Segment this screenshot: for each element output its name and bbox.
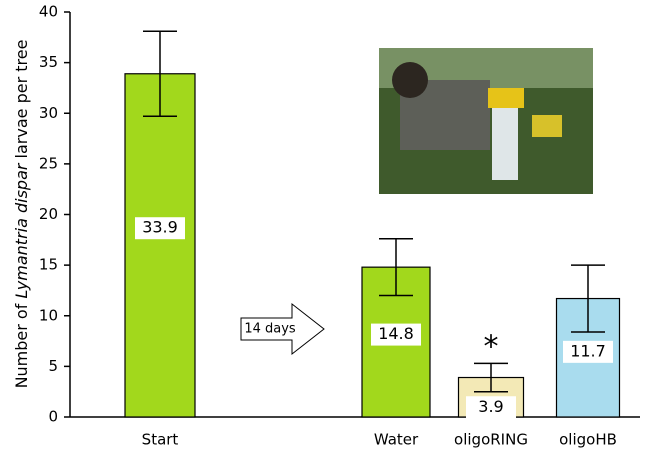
value-label: 11.7 bbox=[570, 341, 606, 360]
y-tick-label: 0 bbox=[48, 408, 58, 426]
y-tick-label: 10 bbox=[39, 306, 58, 324]
photo bbox=[379, 48, 593, 194]
bar bbox=[124, 73, 196, 418]
value-label: 14.8 bbox=[378, 324, 414, 343]
x-tick-label: oligoRING bbox=[454, 431, 528, 449]
value-label: 3.9 bbox=[478, 397, 503, 416]
y-tick-label: 30 bbox=[39, 104, 58, 122]
x-tick-label: oligoHB bbox=[559, 431, 617, 449]
y-label-part: larvae per tree bbox=[12, 40, 31, 164]
significance-mark: * bbox=[484, 330, 499, 365]
value-label-box bbox=[466, 396, 516, 419]
y-label-part: Lymantria dispar bbox=[12, 162, 31, 298]
arrow-label: 14 days bbox=[244, 322, 296, 337]
arrow bbox=[240, 302, 325, 356]
value-label: 33.9 bbox=[142, 218, 178, 237]
y-tick-label: 35 bbox=[39, 53, 58, 71]
value-label-box bbox=[371, 323, 421, 346]
y-axis-label: Number of Lymantria dispar larvae per tr… bbox=[12, 40, 31, 389]
y-tick-label: 5 bbox=[48, 357, 58, 375]
y-label-part: Number of bbox=[12, 299, 31, 389]
x-tick-label: Start bbox=[142, 431, 179, 449]
y-tick-label: 20 bbox=[39, 205, 58, 223]
x-tick-label: Water bbox=[374, 431, 419, 449]
value-label-box bbox=[135, 217, 185, 240]
y-tick-label: 40 bbox=[39, 3, 58, 21]
y-tick-label: 25 bbox=[39, 154, 58, 172]
y-tick-label: 15 bbox=[39, 256, 58, 274]
value-label-box bbox=[563, 340, 613, 363]
